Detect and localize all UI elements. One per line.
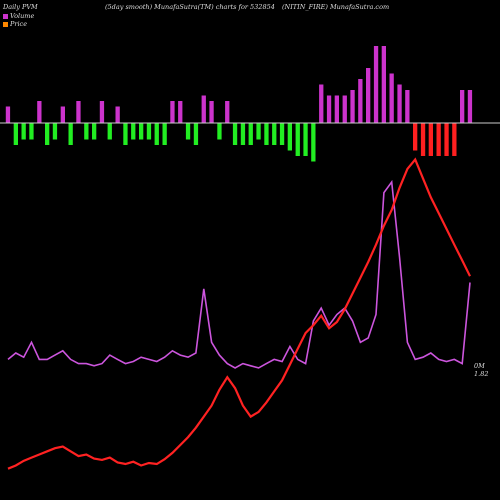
volume-bars [5, 46, 473, 162]
volume-bar [311, 123, 316, 162]
volume-bar [397, 84, 402, 123]
volume-bar [342, 95, 347, 123]
volume-bar [37, 101, 42, 123]
volume-bar [185, 123, 191, 140]
volume-bar [162, 123, 167, 145]
volume-bar [279, 123, 285, 145]
chart-header-right: (NITIN_FIRE) MunafaSutra.com [282, 3, 390, 11]
volume-bar [452, 123, 457, 156]
volume-bar [232, 123, 238, 145]
volume-bar [154, 123, 159, 145]
volume-bar [272, 123, 277, 145]
volume-bar [225, 101, 230, 123]
volume-bar [217, 123, 222, 140]
volume-bar [350, 90, 355, 123]
volume-bar [248, 123, 253, 145]
volume-bar [467, 90, 473, 123]
volume-bar [201, 95, 206, 123]
volume-bar [92, 123, 97, 140]
volume-bar [256, 123, 261, 140]
volume-bar [358, 79, 363, 123]
volume-bar [389, 73, 394, 123]
legend-label-volume: Volume [10, 12, 35, 20]
volume-bar [21, 123, 26, 140]
volume-bar [115, 106, 120, 123]
legend-swatch-price [3, 21, 8, 27]
volume-bar [146, 123, 152, 140]
volume-bar [420, 123, 426, 156]
volume-bar [13, 123, 18, 145]
volume-bar [413, 123, 418, 151]
volume-bar [178, 101, 183, 123]
legend-item-price: Price [3, 20, 27, 28]
legend-item-volume: Volume [3, 12, 34, 20]
volume-bar [131, 123, 136, 140]
legend-label-price: Price [10, 20, 28, 28]
volume-bar [193, 123, 199, 145]
volume-bar [264, 123, 269, 145]
volume-bar [52, 123, 58, 140]
volume-bar [45, 123, 50, 145]
volume-bar [326, 95, 332, 123]
volume-bar [287, 123, 292, 151]
volume-bar [84, 123, 89, 140]
volume-bar [405, 90, 410, 123]
volume-bar [68, 123, 73, 145]
volume-bar [60, 106, 65, 123]
volume-end-label: 0M [474, 362, 485, 370]
volume-bar [381, 46, 386, 123]
volume-bar [436, 123, 441, 156]
legend-swatch-volume [3, 13, 8, 19]
volume-bar [5, 106, 11, 123]
volume-bar [366, 68, 371, 123]
volume-bar [99, 101, 105, 123]
chart-header-left: Daily PVM [3, 3, 38, 11]
volume-bar [373, 46, 379, 123]
price-end-label: 1.82 [474, 370, 489, 378]
chart-header-center: (5day smooth) MunafaSutra(TM) charts for… [105, 3, 275, 11]
volume-bar [107, 123, 112, 140]
price-series-line [7, 157, 471, 470]
volume-bar [76, 101, 81, 123]
volume-series-line [7, 179, 471, 369]
volume-bar [170, 101, 175, 123]
volume-bar [460, 90, 465, 123]
volume-bar [319, 84, 324, 123]
volume-bar [444, 123, 449, 156]
volume-bar [139, 123, 144, 140]
volume-bar [303, 123, 308, 156]
volume-bar [209, 101, 214, 123]
volume-bar [240, 123, 246, 145]
volume-bar [123, 123, 128, 145]
volume-bar [334, 95, 339, 123]
volume-bar [428, 123, 433, 156]
volume-bar [295, 123, 300, 156]
volume-bar [29, 123, 34, 140]
